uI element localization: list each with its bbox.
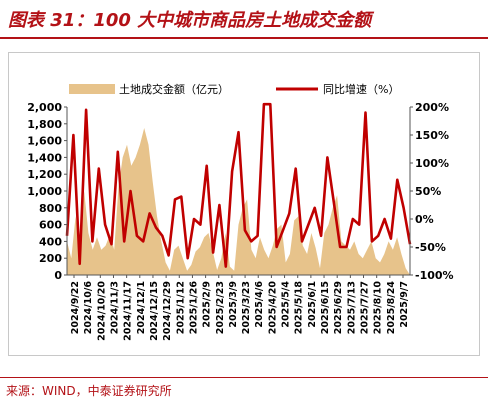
x-tick-label: 2025/1/26 [188, 281, 199, 335]
source-note: 来源：WIND，中泰证券研究所 [6, 384, 172, 398]
x-tick-label: 2025/1/12 [175, 281, 186, 334]
line-series-yoy-growth [65, 102, 412, 268]
x-tick-label: 2024/11/3 [109, 281, 120, 334]
left-y-tick-label: 1,800 [27, 118, 62, 131]
left-y-tick-label: 200 [39, 252, 62, 265]
left-y-tick-label: 1,000 [27, 185, 62, 198]
chart-canvas: 土地成交金额（亿元） 同比增速（%） 0 200 400 600 800 1,000 1,200… [27, 82, 454, 341]
x-tick-label: 2024/9/22 [70, 281, 81, 334]
x-tick-label: 2025/9/7 [399, 281, 410, 328]
x-tick-label: 2025/7/13 [346, 281, 357, 334]
x-tick-label: 2025/5/4 [281, 281, 292, 328]
x-tick-label: 2024/10/20 [96, 281, 107, 341]
right-y-tick-label: 200% [415, 101, 449, 114]
right-y-tick-label: 50% [415, 185, 441, 198]
left-y-tick-label: 1,600 [27, 135, 62, 148]
left-y-tick-label: 2,000 [27, 101, 62, 114]
source-divider [0, 377, 488, 378]
x-tick-label: 2025/4/20 [267, 281, 278, 335]
x-tick-label: 2025/6/29 [333, 281, 344, 334]
left-y-tick-label: 1,400 [27, 151, 62, 164]
x-tick-label: 2024/12/1 [136, 281, 147, 334]
chart-frame: 土地成交金额（亿元） 同比增速（%） 0 200 400 600 800 1,000 1,200… [8, 52, 480, 356]
figure-title: 图表 31：100 大中城市商品房土地成交金额 [8, 10, 372, 31]
x-tick-label: 2024/11/17 [123, 281, 134, 341]
x-tick-label: 2024/12/15 [149, 281, 160, 341]
x-tick-label: 2025/6/1 [307, 281, 318, 328]
legend-swatch-area [69, 84, 115, 94]
x-tick-label: 2024/12/29 [162, 281, 173, 341]
left-y-tick-label: 600 [39, 219, 62, 232]
area-series-land-amount [67, 128, 410, 275]
x-tick-label: 2024/10/6 [83, 281, 94, 335]
right-y-tick-label: -100% [415, 269, 454, 282]
title-bar: 图表 31：100 大中城市商品房土地成交金额 [0, 0, 488, 40]
x-tick-label: 2025/7/27 [360, 281, 371, 334]
x-tick-label: 2025/8/24 [386, 281, 397, 335]
right-y-tick-label: 0% [415, 213, 434, 226]
legend-label-line: 同比增速（%） [323, 82, 399, 96]
left-y-tick-label: 0 [54, 269, 62, 282]
x-tick-label: 2025/4/6 [254, 281, 265, 328]
left-y-tick-label: 400 [39, 235, 62, 248]
left-y-tick-label: 1,200 [27, 168, 62, 181]
x-tick-label: 2025/2/9 [202, 281, 213, 328]
legend-label-area: 土地成交金额（亿元） [119, 82, 229, 96]
x-tick-label: 2025/3/23 [241, 281, 252, 334]
x-tick-label: 2025/5/18 [294, 281, 305, 335]
right-y-tick-label: 150% [415, 129, 449, 142]
x-tick-label: 2025/8/10 [373, 281, 384, 335]
x-tick-label: 2025/6/15 [320, 281, 331, 334]
right-y-tick-label: -50% [415, 241, 446, 254]
left-y-tick-label: 800 [39, 202, 62, 215]
title-underline [0, 37, 488, 39]
x-tick-label: 2025/2/23 [215, 281, 226, 334]
x-tick-label: 2025/3/9 [228, 281, 239, 328]
right-y-tick-label: 100% [415, 157, 449, 170]
